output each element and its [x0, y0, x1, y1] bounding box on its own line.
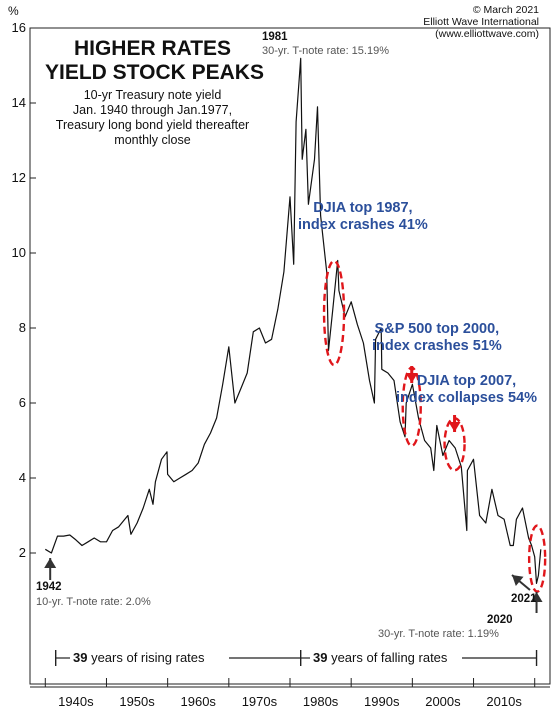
sp500-arrow — [405, 366, 418, 383]
end-arrow-head — [512, 575, 524, 587]
x-decade-label: 1940s — [58, 694, 94, 709]
x-decade-label: 1970s — [242, 694, 278, 709]
rising-rates-label: 39 years of rising rates — [73, 650, 205, 665]
x-axis-decades: 1940s 1950s 1960s 1970s 1980s 1990s 2000s 2010s — [44, 678, 536, 709]
credit-line: (www.elliottwave.com) — [435, 28, 539, 40]
low-rate-label: 30-yr. T-note rate: 1.19% — [378, 628, 499, 640]
y-axis-label: % — [8, 4, 19, 18]
peak-year-label: 1981 — [262, 31, 288, 43]
start-arrow-head — [44, 558, 57, 568]
low-arrow-head — [530, 592, 543, 602]
subtitle-line: monthly close — [114, 133, 191, 147]
y-tick-label: 16 — [12, 20, 26, 35]
callout-djia-2007: DJIA top 2007, index collapses 54% — [396, 373, 537, 407]
callout-line: S&P 500 top 2000, — [374, 321, 500, 337]
x-decade-label: 1950s — [119, 694, 155, 709]
end-arrow — [511, 574, 531, 591]
falling-years-count: 39 — [313, 650, 328, 665]
x-decade-label: 1980s — [303, 694, 339, 709]
subtitle-line: 10-yr Treasury note yield — [83, 88, 222, 102]
start-arrow — [44, 558, 57, 580]
djia-2007-arrow — [448, 415, 461, 432]
y-tick-label: 12 — [12, 170, 26, 185]
chart-title-line: YIELD STOCK PEAKS — [45, 61, 264, 84]
callout-line: index crashes 41% — [298, 217, 428, 233]
y-tick-label: 10 — [12, 245, 26, 260]
y-tick-label: 8 — [19, 320, 26, 335]
subtitle-line: Treasury long bond yield thereafter — [55, 118, 250, 132]
low-year-label: 2020 — [487, 614, 513, 626]
y-axis-ticks: 2 4 6 8 10 12 14 16 — [12, 20, 36, 560]
stock-peak-ellipses — [322, 259, 547, 593]
credit-line: Elliott Wave International — [423, 16, 539, 28]
x-decade-label: 1960s — [181, 694, 217, 709]
peak-ellipse — [527, 524, 547, 593]
chart-subtitle: 10-yr Treasury note yield Jan. 1940 thro… — [40, 88, 265, 148]
annotation-arrows — [44, 366, 543, 613]
peak-rate-label: 30-yr. T-note rate: 15.19% — [262, 45, 389, 57]
callout-line: DJIA top 1987, — [313, 200, 413, 216]
rising-years-text: years of rising rates — [87, 650, 205, 665]
credit-line: © March 2021 — [472, 4, 539, 16]
x-decade-label: 2010s — [486, 694, 522, 709]
start-rate-label: 10-yr. T-note rate: 2.0% — [36, 596, 151, 608]
y-tick-label: 6 — [19, 395, 26, 410]
callout-line: index collapses 54% — [396, 390, 538, 406]
y-tick-label: 2 — [19, 545, 26, 560]
subtitle-line: Jan. 1940 through Jan.1977, — [72, 103, 233, 117]
y-tick-label: 14 — [12, 95, 26, 110]
chart-title: HIGHER RATES YIELD STOCK PEAKS — [45, 37, 264, 85]
callout-line: DJIA top 2007, — [416, 373, 517, 389]
falling-rates-label: 39 years of falling rates — [313, 650, 447, 665]
x-decade-label: 2000s — [425, 694, 461, 709]
chart-title-line: HIGHER RATES — [73, 37, 232, 60]
rising-years-count: 39 — [73, 650, 88, 665]
yield-series-line — [44, 57, 542, 584]
callout-line: index crashes 51% — [372, 338, 502, 354]
djia-2007-arrow-head — [448, 422, 461, 432]
start-year-label: 1942 — [36, 581, 62, 593]
x-decade-label: 1990s — [364, 694, 400, 709]
low-arrow — [530, 592, 543, 613]
sp500-arrow-head — [405, 373, 418, 383]
y-tick-label: 4 — [19, 470, 26, 485]
callout-sp500-2000: S&P 500 top 2000, index crashes 51% — [372, 321, 502, 355]
falling-years-text: years of falling rates — [327, 650, 448, 665]
rate-period-brackets — [54, 650, 538, 666]
end-year-label: 2021 — [511, 593, 537, 605]
callout-djia-1987: DJIA top 1987, index crashes 41% — [298, 200, 428, 234]
credit-block: © March 2021 Elliott Wave International … — [423, 4, 539, 40]
peak-ellipse — [322, 259, 346, 367]
